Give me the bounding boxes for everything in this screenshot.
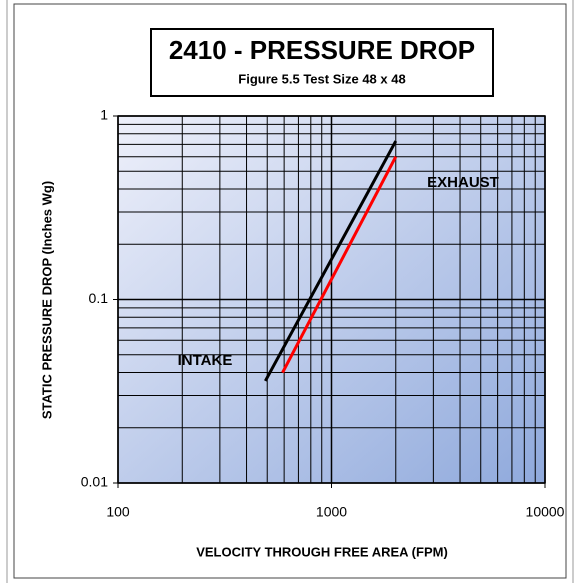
x-axis-label: VELOCITY THROUGH FREE AREA (FPM) — [196, 544, 448, 559]
y-tick-label: 0.01 — [81, 474, 108, 490]
series-label: EXHAUST — [427, 174, 499, 191]
chart-subtitle: Figure 5.5 Test Size 48 x 48 — [238, 71, 405, 86]
title-box — [150, 28, 494, 97]
series-label: INTAKE — [178, 352, 233, 369]
y-tick-label: 1 — [100, 107, 108, 123]
y-axis-label: STATIC PRESSURE DROP (Inches Wg) — [39, 181, 54, 419]
chart-title: 2410 - PRESSURE DROP — [169, 35, 475, 65]
y-tick-label: 0.1 — [89, 290, 109, 306]
series-line — [281, 156, 398, 374]
x-tick-label: 1000 — [316, 504, 347, 520]
x-tick-label: 10000 — [526, 504, 565, 520]
series-line — [264, 140, 398, 382]
plot-border — [117, 115, 546, 484]
x-tick-label: 100 — [106, 504, 130, 520]
